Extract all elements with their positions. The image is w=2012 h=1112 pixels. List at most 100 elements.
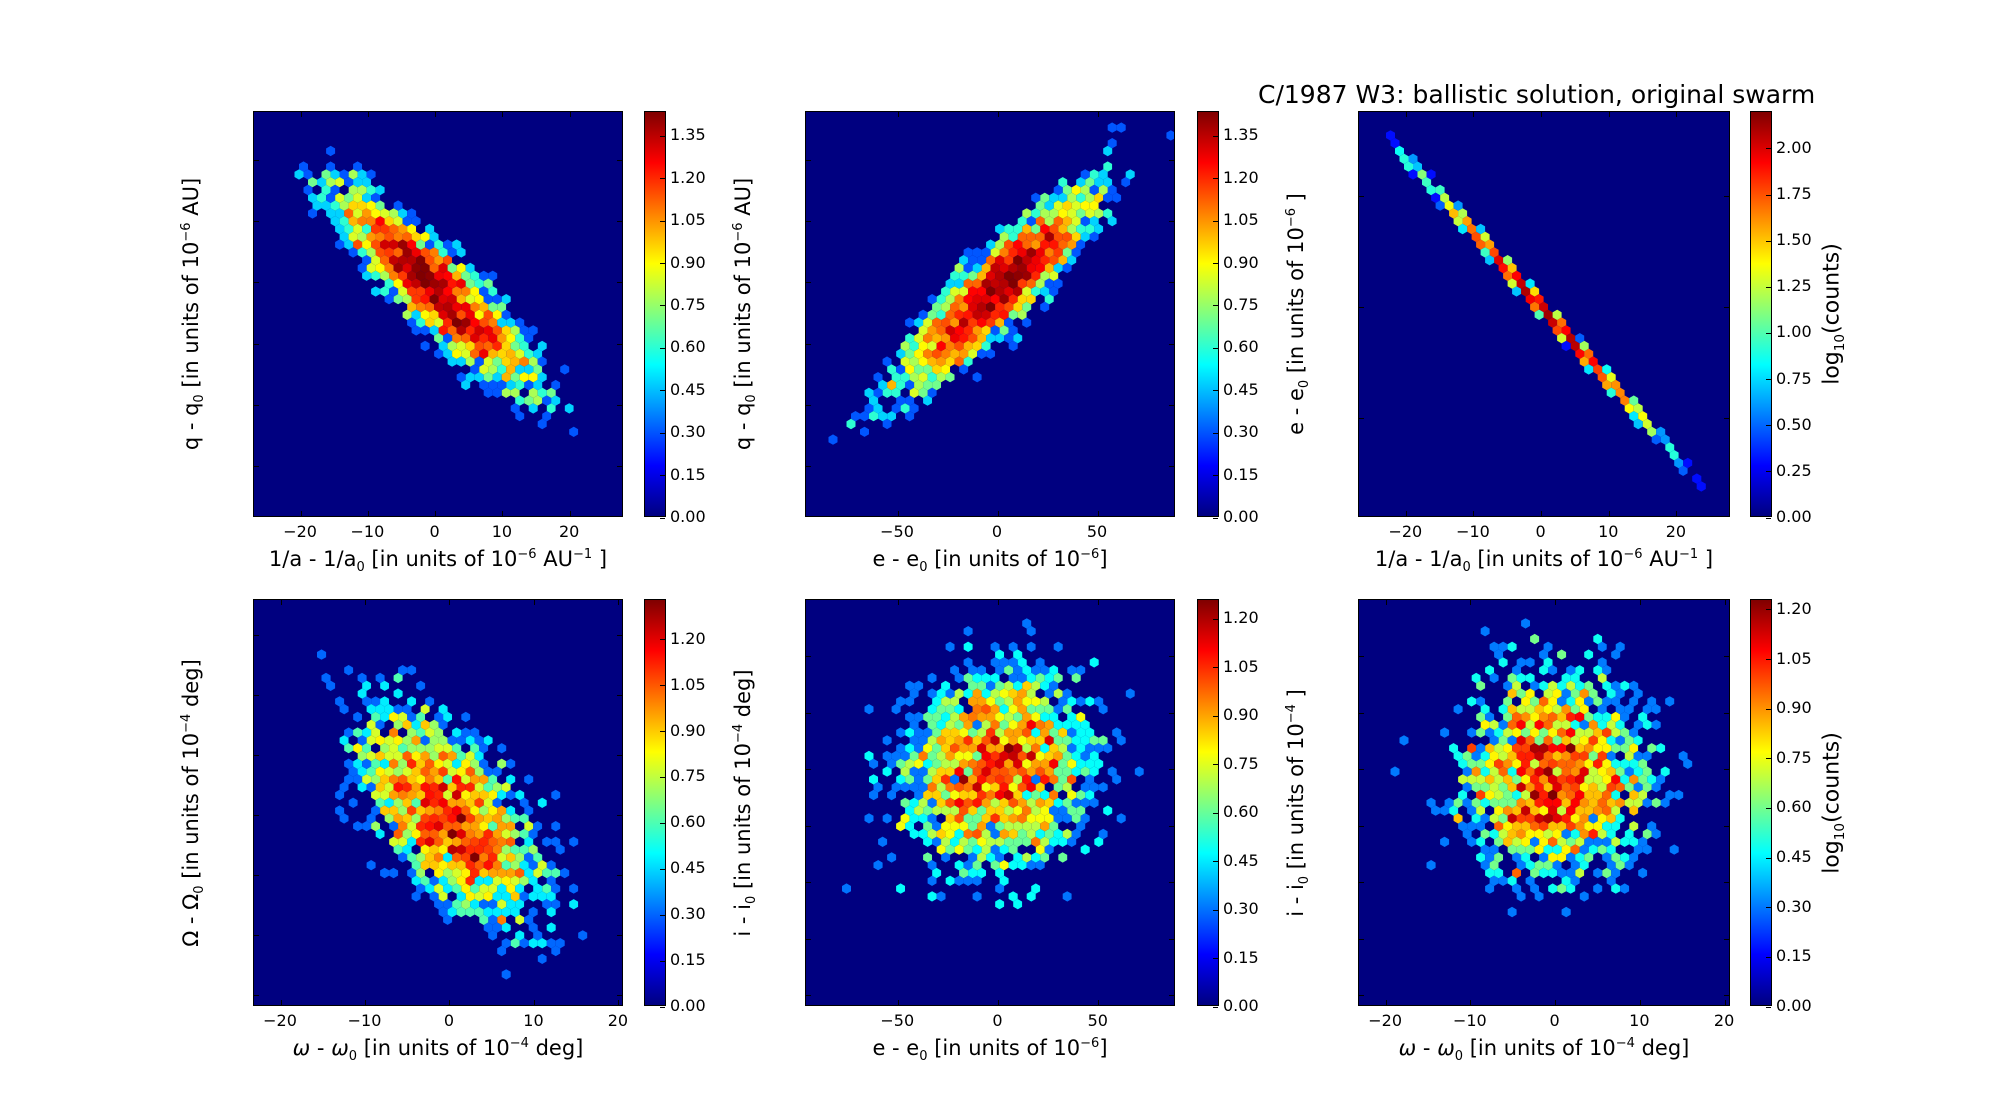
hexbin-cell bbox=[1579, 797, 1589, 808]
hexbin-cell bbox=[497, 805, 507, 816]
x-axis-label: 1/a - 1/a0 [in units of 10−6 AU−1 ] bbox=[269, 547, 607, 574]
hexbin-cell bbox=[501, 403, 511, 414]
colorbar-tick-mark bbox=[1766, 148, 1771, 150]
hexbin-cell bbox=[344, 177, 354, 188]
plot-area bbox=[253, 111, 623, 517]
hexbin-cell bbox=[1121, 821, 1131, 832]
hexbin-cell bbox=[402, 309, 412, 320]
hexbin-cell bbox=[1085, 208, 1095, 219]
hexbin-cell bbox=[950, 286, 960, 297]
x-tick-mark bbox=[998, 600, 1000, 605]
hexbin-cell bbox=[896, 348, 906, 359]
subscript: 10 bbox=[1831, 822, 1848, 840]
hexbin-cell bbox=[1656, 836, 1666, 847]
hexbin-cell bbox=[434, 680, 444, 691]
hexbin-cell bbox=[1031, 680, 1041, 691]
hexbin-cell bbox=[1035, 294, 1045, 305]
hexbin-cell bbox=[1498, 860, 1508, 871]
hexbin-cell bbox=[1085, 145, 1095, 157]
hexbin-cell bbox=[1121, 223, 1131, 235]
hexbin-cell bbox=[429, 891, 439, 902]
hexbin-cell bbox=[1503, 680, 1513, 691]
hexbin-cell bbox=[896, 333, 906, 344]
hexbin-cell bbox=[1026, 672, 1036, 684]
hexbin-cell bbox=[900, 750, 910, 762]
hexbin-cell bbox=[1656, 727, 1666, 738]
hexbin-cell bbox=[981, 672, 991, 684]
hexbin-cell bbox=[546, 969, 556, 980]
hexbin-cell bbox=[465, 766, 475, 777]
hexbin-cell bbox=[977, 867, 987, 879]
hexbin-cell bbox=[1143, 153, 1153, 164]
hexbin-cell bbox=[1125, 782, 1135, 793]
hexbin-cell bbox=[1103, 161, 1113, 172]
hexbin-cell bbox=[1080, 231, 1090, 242]
hexbin-cell bbox=[515, 914, 525, 925]
hexbin-cell bbox=[918, 309, 928, 320]
hexbin-cell bbox=[918, 387, 928, 398]
x-tick-label: 50 bbox=[1087, 1011, 1108, 1030]
hexbin-cell bbox=[1525, 641, 1535, 652]
hexbin-cell bbox=[1606, 860, 1616, 871]
hexbin-cell bbox=[357, 766, 367, 777]
hexbin-cell bbox=[1071, 735, 1081, 746]
hexbin-cell bbox=[968, 899, 978, 910]
hexbin-cell bbox=[936, 860, 946, 871]
hexbin-cell bbox=[1480, 860, 1490, 871]
hexbin-cell bbox=[977, 317, 987, 328]
hexbin-cell bbox=[950, 774, 960, 785]
colorbar-tick-mark bbox=[660, 305, 665, 307]
x-tick-mark bbox=[449, 1000, 451, 1005]
hexbin-cell bbox=[1588, 766, 1598, 777]
x-tick-mark bbox=[569, 511, 571, 516]
hexbin-cell bbox=[524, 852, 534, 863]
hexbin-cell bbox=[945, 891, 955, 902]
hexbin-cell bbox=[1611, 883, 1621, 894]
hexbin-cell bbox=[945, 860, 955, 871]
hexbin-cell bbox=[1561, 704, 1571, 715]
hexbin-cell bbox=[483, 891, 493, 902]
hexbin-cell bbox=[1026, 184, 1036, 196]
hexbin-cell bbox=[1507, 766, 1517, 777]
hexbin-cell bbox=[878, 805, 888, 816]
hexbin-cell bbox=[1624, 672, 1634, 684]
hexbin-cell bbox=[1642, 844, 1652, 855]
hexbin-cell bbox=[981, 844, 991, 855]
hexbin-cell bbox=[366, 704, 376, 715]
hexbin-cell bbox=[1121, 177, 1131, 188]
hexbin-cell bbox=[1480, 672, 1490, 684]
hexbin-cell bbox=[335, 805, 345, 816]
hexbin-cell bbox=[1588, 813, 1598, 824]
hexbin-cell bbox=[1449, 192, 1459, 203]
hexbin-cell bbox=[1053, 782, 1063, 793]
hexbin-cell bbox=[1498, 797, 1508, 808]
hexbin-cell bbox=[1022, 821, 1032, 832]
hexbin-cell bbox=[1080, 719, 1090, 730]
hexbin-cell bbox=[927, 797, 937, 808]
hexbin-cell bbox=[1584, 774, 1594, 785]
hexbin-cell bbox=[443, 255, 453, 266]
label-text: [in units of 10 bbox=[927, 547, 1081, 571]
hexbin-cell bbox=[488, 270, 498, 281]
hexbin-cell bbox=[1476, 223, 1486, 235]
hexbin-cell bbox=[1112, 649, 1122, 660]
hexbin-cell bbox=[492, 906, 502, 918]
hexbin-cell bbox=[1539, 867, 1549, 879]
hexbin-cell bbox=[936, 891, 946, 902]
hexbin-cell bbox=[515, 395, 525, 406]
label-text: deg] bbox=[179, 658, 203, 714]
hexbin-cell bbox=[1647, 743, 1657, 754]
hexbin-cell bbox=[1085, 852, 1095, 863]
hexbin-cell bbox=[573, 938, 583, 949]
hexbin-cell bbox=[932, 411, 942, 422]
hexbin-cell bbox=[909, 688, 919, 699]
hexbin-cell bbox=[573, 953, 583, 964]
hexbin-cell bbox=[537, 953, 547, 964]
x-tick-label: 10 bbox=[523, 1011, 544, 1030]
hexbin-cell bbox=[429, 325, 439, 336]
hexbin-cell bbox=[389, 805, 399, 816]
hexbin-cell bbox=[362, 649, 372, 660]
hexbin-cell bbox=[1467, 821, 1477, 832]
hexbin-cell bbox=[1539, 727, 1549, 738]
